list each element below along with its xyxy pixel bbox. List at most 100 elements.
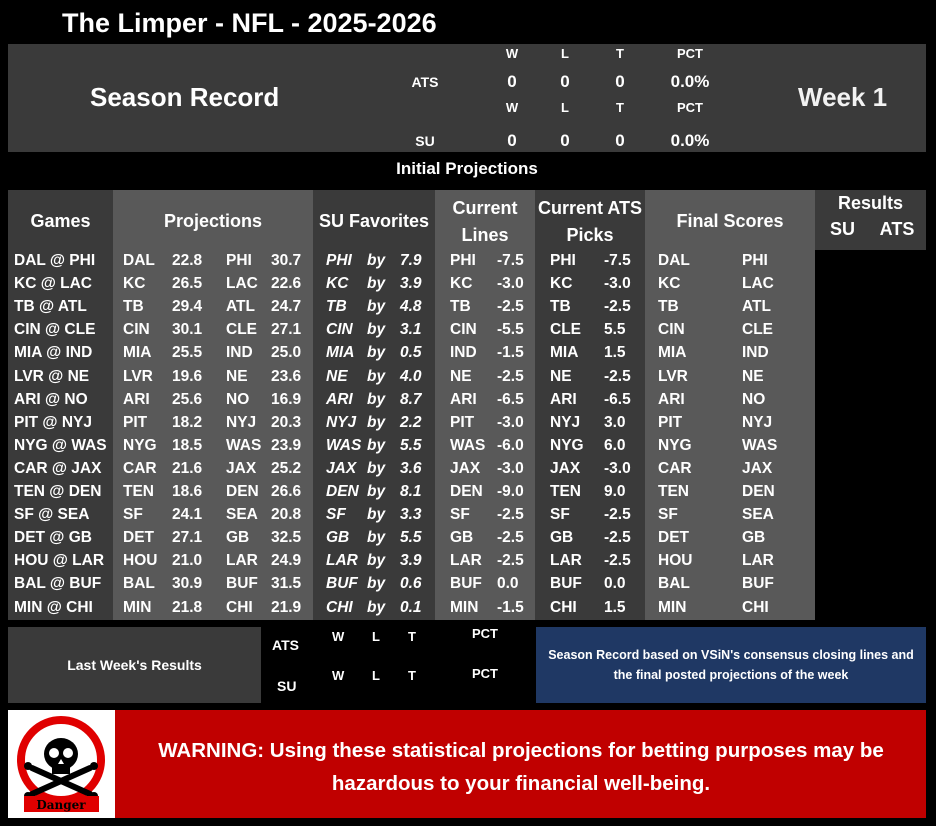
su-t-label: T: [616, 100, 624, 115]
favorite-by-label: by: [367, 413, 386, 431]
away-projection-cell: 24.1: [172, 506, 203, 524]
home-team-cell: PHI: [226, 252, 252, 269]
su-pct-label: PCT: [677, 100, 703, 115]
favorite-by-label: by: [367, 598, 386, 616]
pick-line-cell: -2.5: [604, 298, 631, 316]
final-home-cell: PHI: [742, 252, 768, 269]
header-current-lines-2: Lines: [461, 225, 509, 245]
away-team-cell: KC: [123, 275, 146, 293]
line-team-cell: PIT: [450, 413, 475, 431]
favorite-by-label: by: [367, 367, 386, 385]
final-home-cell: NO: [742, 390, 766, 408]
home-projection-cell: 31.5: [271, 575, 302, 593]
away-team-cell: ARI: [123, 390, 150, 408]
favorite-margin-cell: 5.5: [400, 436, 422, 454]
ats-label: ATS: [411, 74, 439, 90]
results-header-bg: [815, 190, 926, 250]
pick-line-cell: -7.5: [604, 252, 631, 269]
home-team-cell: WAS: [226, 436, 262, 454]
last-week-ats-l-label: L: [372, 629, 380, 644]
favorite-by-label: by: [367, 275, 386, 293]
favorite-by-label: by: [367, 483, 386, 500]
header-current-ats-2: Picks: [566, 225, 614, 245]
pick-line-cell: -3.0: [604, 275, 631, 293]
pick-line-cell: -2.5: [604, 529, 631, 547]
home-team-cell: IND: [226, 344, 253, 362]
home-team-cell: JAX: [226, 459, 257, 477]
home-projection-cell: 23.6: [271, 367, 302, 385]
favorite-by-label: by: [367, 436, 386, 454]
su-label: SU: [415, 133, 435, 149]
last-week-ats-pct-label: PCT: [472, 626, 498, 641]
favorite-team-cell: CIN: [326, 321, 353, 339]
favorite-by-label: by: [367, 575, 386, 593]
game-cell: ARI @ NO: [14, 390, 88, 408]
game-cell: MIA @ IND: [14, 344, 93, 362]
final-home-cell: GB: [742, 529, 766, 547]
su-w-value: 0: [507, 131, 517, 150]
favorite-margin-cell: 4.0: [400, 367, 422, 385]
header-projections: Projections: [163, 211, 263, 231]
line-value-cell: -3.0: [497, 459, 524, 477]
home-projection-cell: 30.7: [271, 252, 302, 269]
game-cell: HOU @ LAR: [14, 552, 105, 570]
favorite-margin-cell: 5.5: [400, 529, 422, 547]
favorite-margin-cell: 4.8: [400, 298, 422, 316]
away-team-cell: BAL: [123, 575, 155, 593]
away-projection-cell: 27.1: [172, 529, 203, 547]
home-team-cell: DEN: [226, 483, 259, 500]
last-week-record-bg: [261, 627, 536, 703]
favorite-team-cell: NYJ: [326, 413, 357, 431]
final-away-cell: BAL: [658, 575, 690, 593]
away-projection-cell: 21.0: [172, 552, 203, 570]
final-home-cell: LAC: [742, 275, 774, 293]
header-current-ats-1: Current ATS: [537, 198, 642, 218]
ats-l-label: L: [561, 46, 569, 61]
line-value-cell: 0.0: [497, 575, 519, 593]
col-final-bg: [645, 190, 815, 620]
away-projection-cell: 21.6: [172, 459, 203, 477]
final-home-cell: JAX: [742, 459, 773, 477]
pick-team-cell: ARI: [550, 390, 577, 408]
home-team-cell: GB: [226, 529, 250, 547]
final-away-cell: ARI: [658, 390, 685, 408]
line-team-cell: WAS: [450, 436, 486, 454]
ats-l-value: 0: [560, 72, 570, 91]
final-home-cell: IND: [742, 344, 769, 362]
home-team-cell: NYJ: [226, 413, 257, 431]
away-team-cell: DET: [123, 529, 154, 547]
su-l-label: L: [561, 100, 569, 115]
favorite-margin-cell: 7.9: [400, 252, 422, 269]
su-l-value: 0: [560, 131, 570, 150]
favorite-team-cell: KC: [326, 275, 349, 293]
home-team-cell: NO: [226, 390, 250, 408]
final-away-cell: TEN: [658, 483, 689, 500]
pick-team-cell: NE: [550, 367, 572, 385]
home-projection-cell: 16.9: [271, 390, 302, 408]
game-cell: PIT @ NYJ: [14, 413, 92, 431]
col-projections-bg: [113, 190, 313, 620]
line-team-cell: PHI: [450, 252, 476, 269]
ats-t-label: T: [616, 46, 624, 61]
away-team-cell: TB: [123, 298, 144, 316]
game-cell: CIN @ CLE: [14, 321, 96, 339]
away-team-cell: CAR: [123, 459, 157, 477]
away-team-cell: CIN: [123, 321, 150, 339]
danger-icon: Danger: [8, 710, 115, 818]
home-projection-cell: 32.5: [271, 529, 302, 547]
last-week-label: Last Week's Results: [67, 657, 202, 673]
line-team-cell: SF: [450, 506, 470, 524]
line-team-cell: JAX: [450, 459, 481, 477]
pick-line-cell: 6.0: [604, 436, 626, 454]
favorite-margin-cell: 2.2: [400, 413, 422, 431]
away-projection-cell: 30.1: [172, 321, 203, 339]
home-team-cell: LAC: [226, 275, 258, 293]
away-team-cell: HOU: [123, 552, 158, 570]
last-week-su-l-label: L: [372, 668, 380, 683]
favorite-team-cell: NE: [326, 367, 348, 385]
final-away-cell: TB: [658, 298, 679, 316]
pick-team-cell: TB: [550, 298, 571, 316]
away-projection-cell: 25.6: [172, 390, 203, 408]
favorite-margin-cell: 0.6: [400, 575, 422, 593]
away-team-cell: MIA: [123, 344, 152, 362]
